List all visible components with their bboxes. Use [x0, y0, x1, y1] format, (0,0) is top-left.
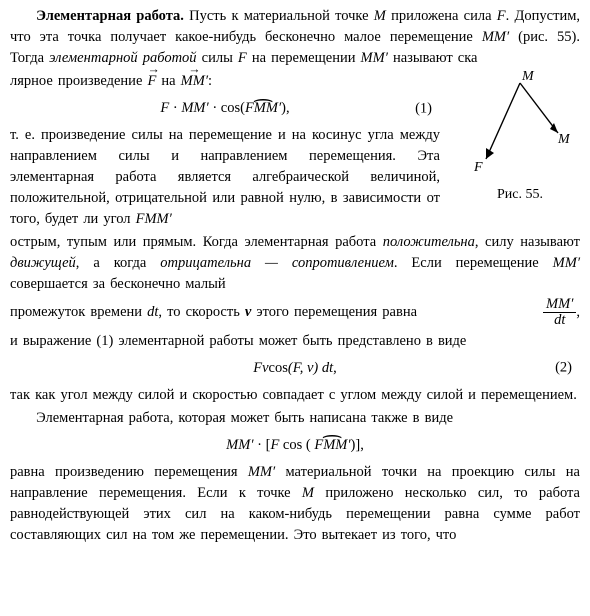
- section-title: Элементарная работа.: [36, 8, 184, 24]
- figure-55-svg: M M′ F: [460, 71, 570, 181]
- paragraph-velocity: промежуток времени dt, то скорость v это…: [10, 297, 580, 328]
- fraction-mm-dt: MM′ dt: [543, 297, 576, 328]
- var-MMprime: MM′: [482, 29, 509, 45]
- paragraph-angle: так как угол между силой и скоростью сов…: [10, 385, 580, 406]
- vector-MMprime: MM′: [181, 71, 208, 92]
- svg-text:M′: M′: [557, 132, 570, 147]
- vector-F: F: [147, 71, 156, 92]
- figure-caption: Рис. 55.: [460, 185, 580, 205]
- svg-text:M: M: [521, 71, 535, 84]
- paragraph-scalar-product: лярное произведение F на MM′:: [10, 71, 440, 92]
- figure-55: M M′ F Рис. 55.: [460, 71, 580, 205]
- equation-1: F · MM′ · cos(FMM′), (1): [10, 98, 440, 119]
- svg-text:F: F: [473, 160, 483, 175]
- var-M: M: [374, 8, 386, 24]
- paragraph-projection: равна произведению перемещения MM′ матер…: [10, 462, 580, 546]
- equation-2-number: (2): [555, 358, 572, 379]
- paragraph-definition: т. е. произведение силы на перемещение и…: [10, 125, 440, 230]
- paragraph-intro: Элементарная работа. Пусть к материально…: [10, 6, 580, 69]
- var-F: F: [497, 8, 506, 24]
- paragraph-expression: и выражение (1) элементарной работы може…: [10, 331, 580, 352]
- page: Элементарная работа. Пусть к материально…: [0, 0, 590, 558]
- equation-3: MM′ · [F cos ( FMM′)],: [10, 435, 580, 456]
- paragraph-cases: острым, тупым или прямым. Когда элемента…: [10, 232, 580, 295]
- equation-1-number: (1): [415, 98, 432, 119]
- paragraph-alt-form: Элементарная работа, которая может быть …: [10, 408, 580, 429]
- equation-2: Fvcos(F, v) dt, (2): [10, 358, 580, 379]
